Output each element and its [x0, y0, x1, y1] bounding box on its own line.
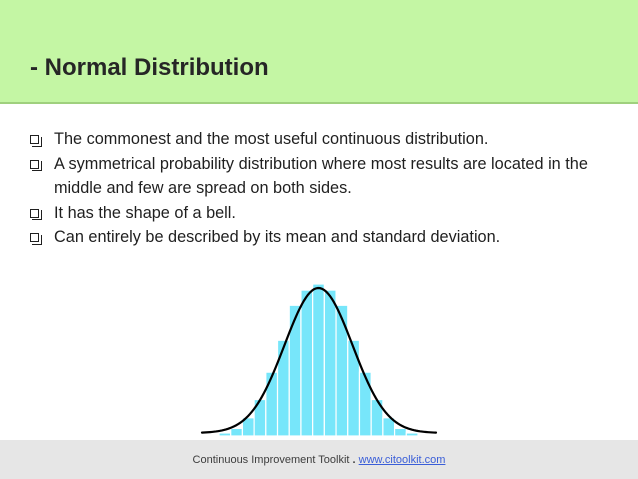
- histogram-bar: [230, 427, 244, 437]
- checkbox-bullet-icon: [30, 135, 42, 147]
- histogram-bar: [347, 339, 361, 437]
- histogram-bar: [265, 371, 279, 437]
- checkbox-bullet-icon: [30, 233, 42, 245]
- bell-curve: [200, 286, 438, 434]
- bullet-text: It has the shape of a bell.: [54, 203, 236, 222]
- histogram-bar: [312, 283, 325, 437]
- footer-credit: Continuous Improvement Toolkit . www.cit…: [0, 454, 638, 466]
- footer-separator: .: [352, 454, 356, 466]
- bullet-item: It has the shape of a bell.: [30, 201, 625, 226]
- checkbox-bullet-icon: [30, 208, 42, 220]
- bullet-text: A symmetrical probability distribution w…: [54, 154, 588, 198]
- footer-org: Continuous Improvement Toolkit: [192, 454, 350, 466]
- title-band: - Normal Distribution: [0, 0, 638, 103]
- bullet-item: Can entirely be described by its mean an…: [30, 225, 625, 250]
- bullet-item: A symmetrical probability distribution w…: [30, 152, 625, 201]
- normal-distribution-chart: [200, 283, 438, 437]
- slide-title: - Normal Distribution: [30, 54, 269, 81]
- histogram-bar: [405, 432, 419, 437]
- histogram-bar: [288, 304, 302, 437]
- histogram-bar: [323, 289, 337, 437]
- bullet-list: The commonest and the most useful contin…: [30, 127, 625, 250]
- histogram-bar: [276, 339, 290, 437]
- title-divider: [0, 102, 638, 104]
- footer-band: Continuous Improvement Toolkit . www.cit…: [0, 440, 638, 479]
- histogram-bar: [382, 417, 396, 437]
- bullet-item: The commonest and the most useful contin…: [30, 127, 625, 152]
- histogram-bar: [335, 304, 349, 437]
- bullet-text: The commonest and the most useful contin…: [54, 130, 489, 148]
- footer-link[interactable]: www.citoolkit.com: [358, 454, 446, 466]
- histogram-bar: [393, 427, 407, 437]
- histogram-bar: [358, 371, 372, 437]
- checkbox-bullet-icon: [30, 159, 42, 171]
- bullet-text: Can entirely be described by its mean an…: [54, 228, 501, 246]
- histogram-bar: [218, 432, 232, 437]
- histogram-bar: [300, 289, 314, 437]
